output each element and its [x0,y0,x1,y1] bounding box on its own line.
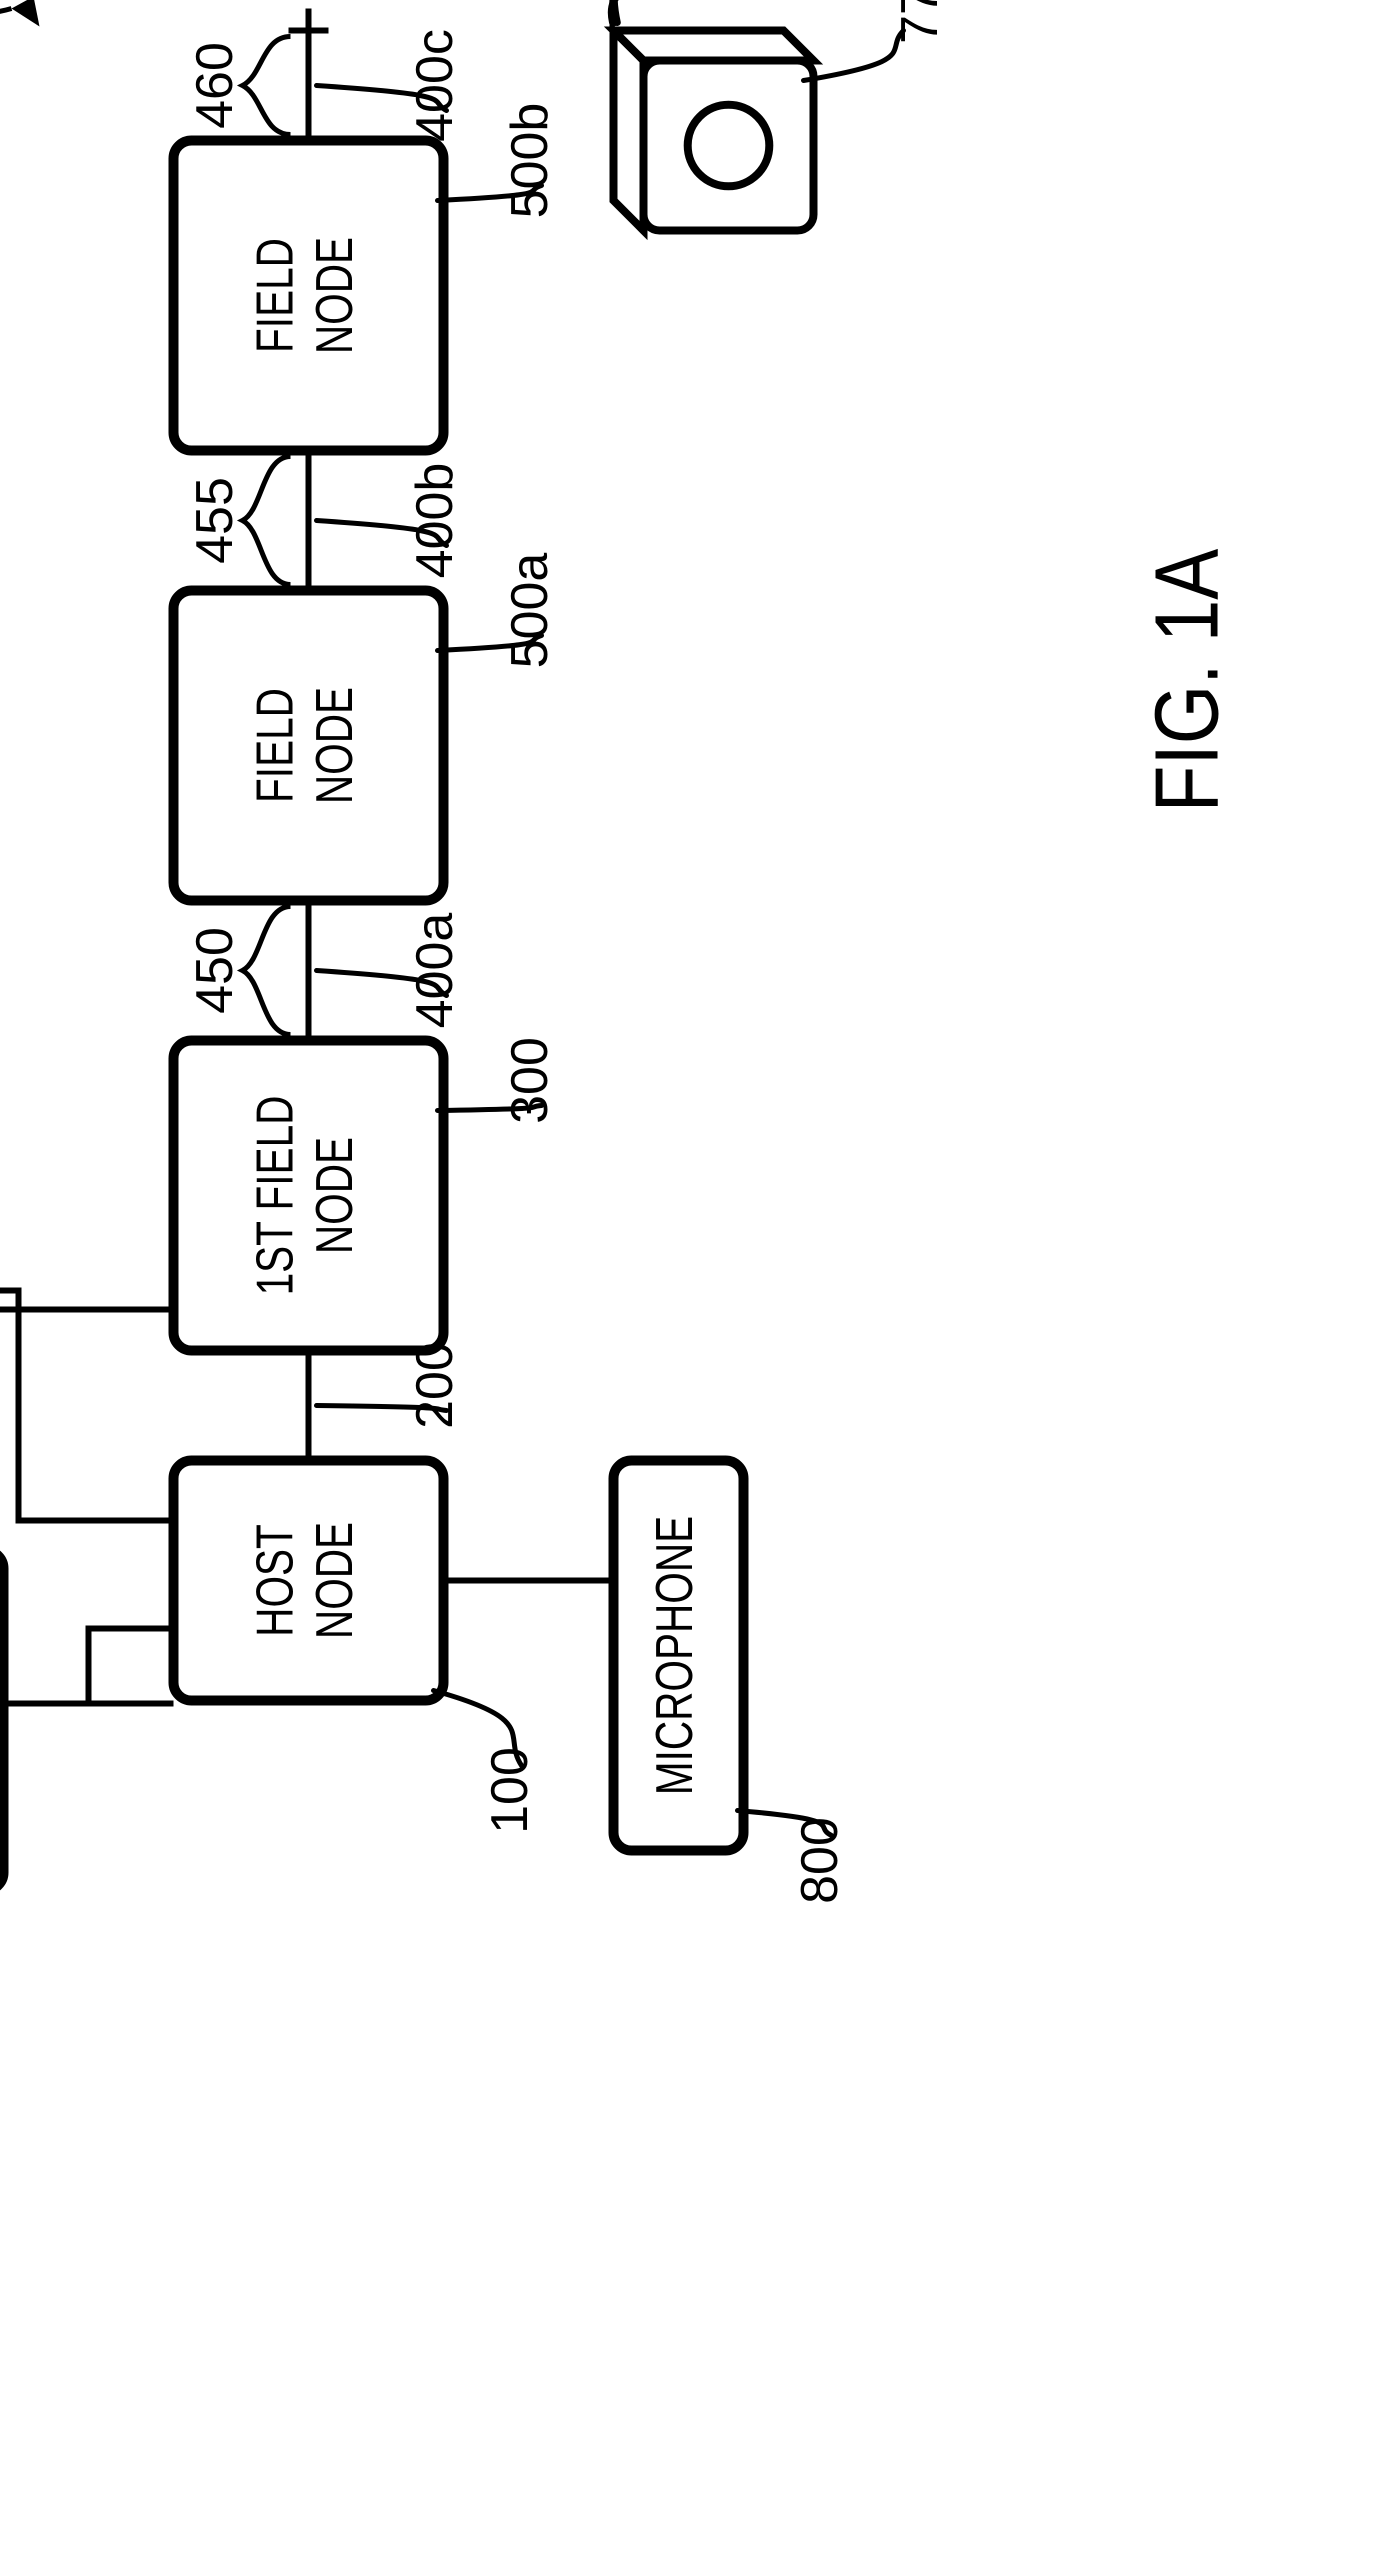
link-ref: 455 [186,477,244,564]
link-ref: 450 [186,927,244,1014]
brace [243,457,291,585]
brace [243,37,291,135]
figure-label: FIG. 1A [1135,548,1236,812]
ref-800: 800 [791,1817,849,1904]
bus-ref: 400c [406,29,464,142]
ref-100: 100 [481,1747,539,1834]
field_a-label: NODE [305,687,363,804]
link-ref: 460 [186,42,244,129]
link-speakers-host [0,1291,174,1521]
field_b-label: NODE [305,237,363,354]
bus-ref: 400a [406,913,464,1029]
signal_processor-box [0,1551,4,1891]
leader [438,1106,542,1111]
link-ref: 200 [406,1342,464,1429]
field_a-label: FIELD [245,688,303,803]
first_field-label: 1ST FIELD [245,1096,303,1296]
field_b-label: FIELD [245,238,303,353]
ref-500b: 500b [501,103,559,219]
host-label: HOST [245,1524,303,1637]
brace [243,907,291,1035]
microphone-label: MICROPHONE [645,1516,703,1795]
ref-500a: 500a [501,553,559,669]
bus-ref: 400b [406,463,464,579]
leader [804,31,904,81]
first_field-label: NODE [305,1137,363,1254]
link-sp-host [4,1629,174,1704]
diagram-canvas: 10SIGNALPROCESSORSPEAKERS/HEADPHONESHOST… [0,0,1394,2567]
host-label: NODE [305,1522,363,1639]
leader [317,1406,447,1411]
